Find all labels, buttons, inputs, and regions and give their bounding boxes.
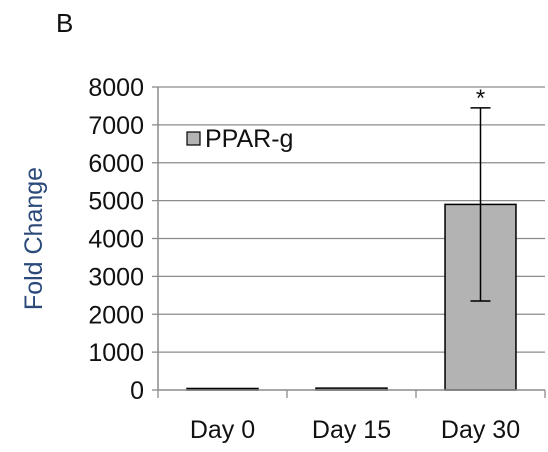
legend: PPAR-g xyxy=(186,125,293,153)
panel-label: B xyxy=(56,8,74,38)
annotations: * xyxy=(476,85,485,112)
y-tick-label: 1000 xyxy=(88,339,144,367)
y-axis-title: Fold Change xyxy=(20,167,48,310)
y-tick-label: 3000 xyxy=(88,263,144,291)
axes xyxy=(157,87,546,398)
y-tick-label: 2000 xyxy=(88,301,144,329)
x-tick-label: Day 30 xyxy=(441,416,520,444)
error-bars xyxy=(470,107,491,302)
bars xyxy=(186,203,517,391)
y-tick-label: 0 xyxy=(130,377,144,405)
x-tick-label: Day 15 xyxy=(312,416,391,444)
significance-marker: * xyxy=(476,85,485,112)
legend-swatch-ppar-g xyxy=(186,131,201,146)
y-tick-labels: 0 1000 2000 3000 4000 5000 6000 7000 8000 xyxy=(88,74,144,405)
y-tick-label: 4000 xyxy=(88,226,144,254)
y-tick-label: 7000 xyxy=(88,112,144,140)
y-tick-label: 6000 xyxy=(88,150,144,178)
y-tick-label: 8000 xyxy=(88,74,144,102)
legend-label-ppar-g: PPAR-g xyxy=(205,125,293,153)
x-tick-labels: Day 0 Day 15 Day 30 xyxy=(190,416,520,444)
y-tick-label: 5000 xyxy=(88,188,144,216)
x-tick-label: Day 0 xyxy=(190,416,255,444)
